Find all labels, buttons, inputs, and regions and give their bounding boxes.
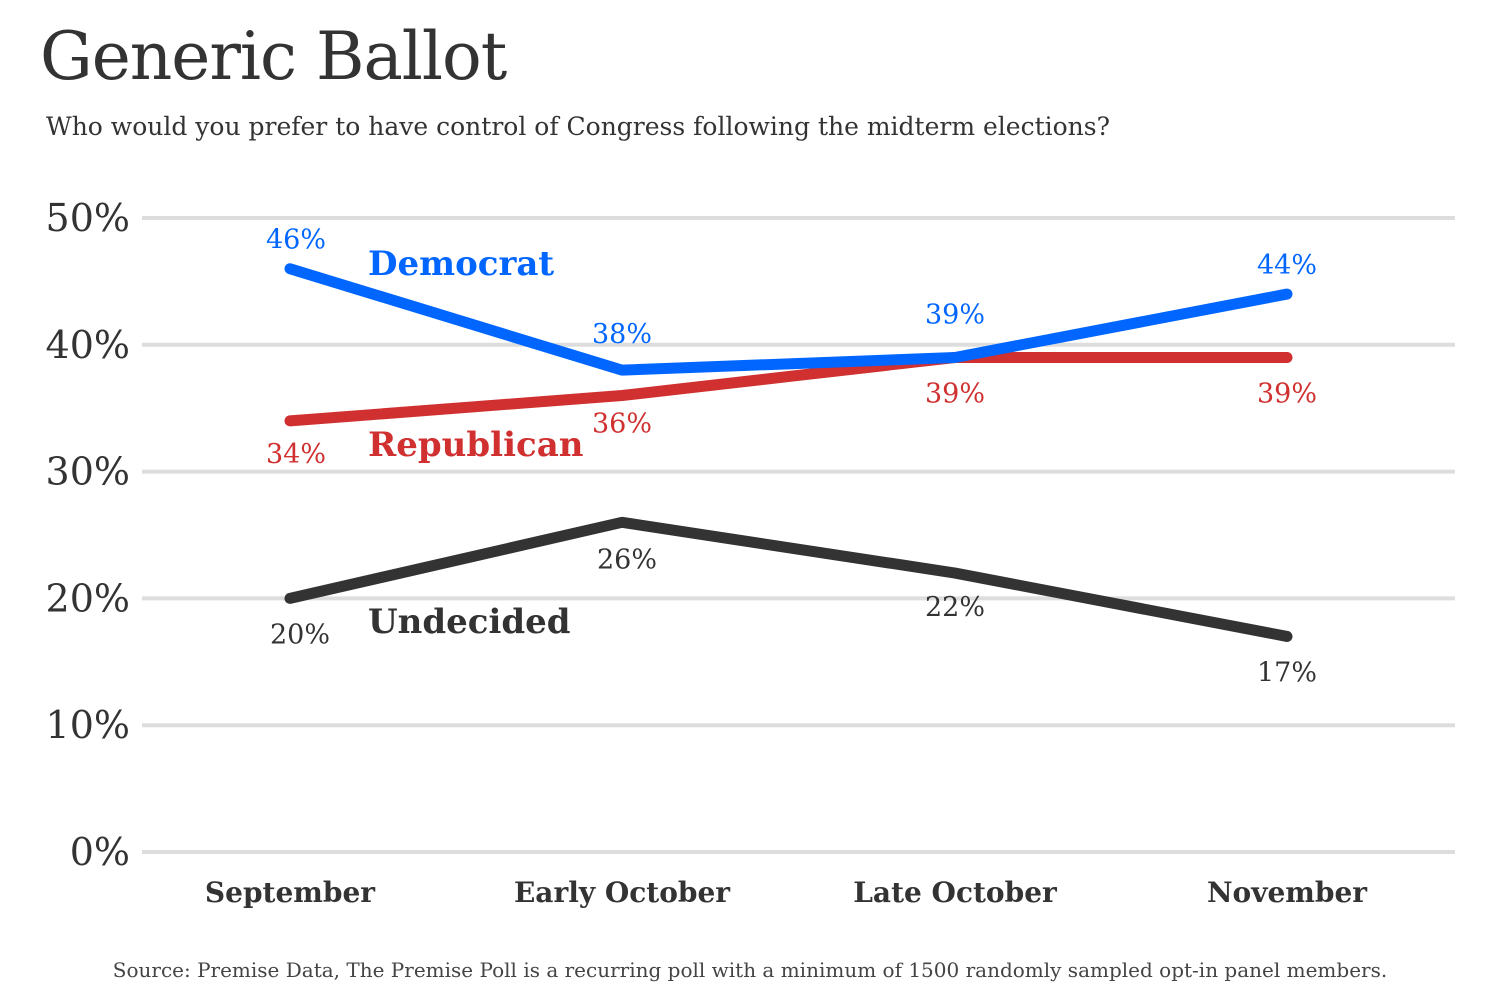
data-label: 22% bbox=[925, 592, 985, 623]
x-tick-label: Early October bbox=[514, 876, 731, 909]
series-label-undecided: Undecided bbox=[368, 602, 571, 642]
y-tick-label: 10% bbox=[46, 703, 130, 747]
x-tick-label: Late October bbox=[853, 876, 1058, 909]
data-label: 36% bbox=[592, 409, 652, 440]
x-axis-ticks: September Early October Late October Novemb… bbox=[205, 876, 1368, 909]
data-label: 44% bbox=[1257, 250, 1317, 281]
y-tick-label: 50% bbox=[46, 196, 130, 240]
data-label: 39% bbox=[925, 299, 985, 330]
chart-title: Generic Ballot bbox=[40, 18, 507, 95]
x-tick-label: September bbox=[205, 876, 376, 909]
data-label: 39% bbox=[925, 378, 985, 409]
y-tick-label: 0% bbox=[70, 830, 130, 874]
data-label: 26% bbox=[597, 544, 657, 575]
data-label: 38% bbox=[592, 319, 652, 350]
series-label-republican: Republican bbox=[368, 425, 583, 465]
series-lines bbox=[284, 263, 1293, 642]
series-label-democrat: Democrat bbox=[368, 244, 554, 284]
y-axis-ticks: 0% 10% 20% 30% 40% 50% bbox=[46, 196, 130, 874]
data-label: 17% bbox=[1257, 657, 1317, 688]
y-tick-label: 40% bbox=[46, 323, 130, 367]
data-labels: 46% 38% 39% 44% 34% 36% 39% 39% 20% 26% 22% 17% bbox=[266, 225, 1317, 689]
source-note: Source: Premise Data, The Premise Poll i… bbox=[112, 958, 1388, 982]
data-label: 46% bbox=[266, 225, 326, 256]
chart-subtitle: Who would you prefer to have control of … bbox=[46, 112, 1111, 141]
data-label: 39% bbox=[1257, 378, 1317, 409]
data-label: 20% bbox=[270, 619, 330, 650]
series-line-democrat bbox=[284, 263, 1293, 376]
y-tick-label: 30% bbox=[46, 450, 130, 494]
data-label: 34% bbox=[266, 439, 326, 470]
series-labels: Democrat Republican Undecided bbox=[368, 244, 583, 642]
y-tick-label: 20% bbox=[46, 576, 130, 620]
series-line-undecided bbox=[284, 516, 1293, 642]
gridlines bbox=[142, 216, 1455, 854]
x-tick-label: November bbox=[1207, 876, 1368, 909]
series-line-republican bbox=[284, 351, 1293, 427]
